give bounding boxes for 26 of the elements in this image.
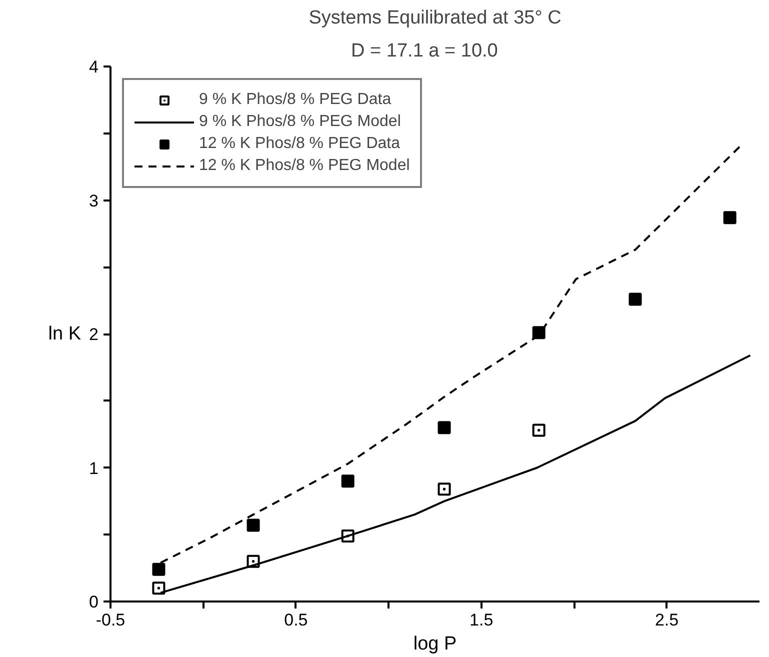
point: [246, 518, 260, 532]
chart-title: Systems Equilibrated at 35° C: [308, 8, 562, 28]
point: [723, 211, 736, 224]
legend-label: 12 % K Phos/8 % PEG Model: [199, 157, 410, 175]
point: [628, 292, 642, 306]
point: [532, 424, 546, 437]
x-tick-label: 1.5: [470, 610, 494, 630]
y-tick-label: 3: [89, 191, 99, 210]
x-tick-label: 0.5: [284, 610, 308, 630]
legend-label: 12 % K Phos/8 % PEG Data: [199, 135, 400, 153]
point: [438, 482, 451, 496]
y-tick-label: 1: [89, 458, 99, 478]
x-axis-title: log P: [413, 634, 457, 654]
x-tick-label: -0.5: [96, 610, 126, 630]
point: [152, 562, 166, 576]
legend-label: 9 % K Phos/8 % PEG Data: [199, 91, 392, 109]
legend-label: 9 % K Phos/8 % PEG Model: [199, 113, 401, 131]
x-tick-label: 2.5: [654, 610, 679, 630]
y-axis-title: ln K: [48, 324, 82, 344]
y-tick-label: 2: [89, 325, 99, 344]
point: [438, 421, 451, 434]
y-tick-label: 4: [89, 58, 99, 76]
chart-subtitle: D = 17.1 a = 10.0: [351, 40, 498, 62]
point: [341, 474, 354, 488]
y-tick-label: 0: [89, 592, 99, 612]
point: [152, 582, 166, 595]
